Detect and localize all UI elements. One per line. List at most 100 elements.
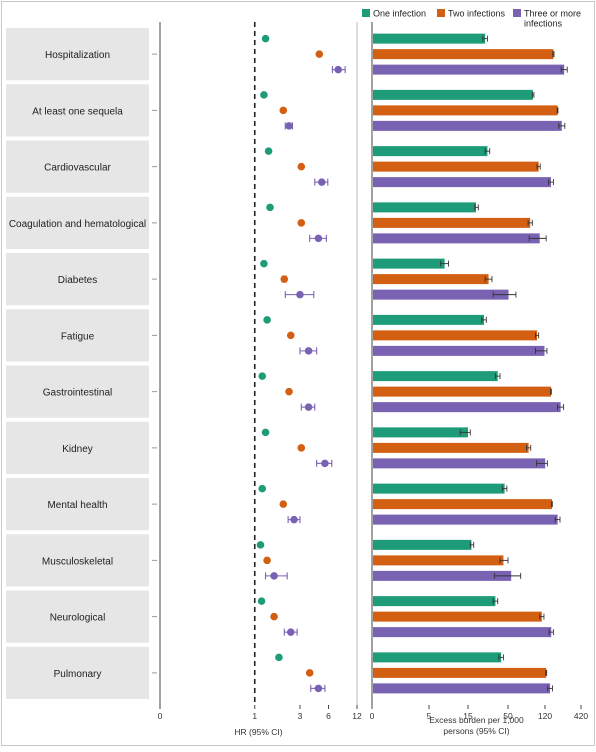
bar bbox=[373, 89, 533, 100]
bar bbox=[373, 442, 529, 453]
bar bbox=[373, 596, 496, 607]
hr-point bbox=[261, 428, 270, 437]
hr-point bbox=[297, 162, 306, 171]
hr-point bbox=[297, 444, 306, 452]
category-label: Mental health bbox=[47, 500, 107, 511]
bar bbox=[373, 371, 498, 382]
bar bbox=[373, 217, 531, 228]
excess-burden-panel: 0 5 15 50 120 420 Excess burden per 1,000 perso… bbox=[370, 33, 588, 736]
bar bbox=[373, 499, 552, 510]
hr-point bbox=[279, 500, 288, 508]
hr-point bbox=[314, 684, 323, 693]
bar bbox=[373, 539, 472, 550]
bar bbox=[373, 667, 547, 678]
bar bbox=[373, 161, 539, 172]
category-label-box bbox=[6, 478, 149, 531]
category-label-box bbox=[6, 196, 149, 249]
hr-point bbox=[304, 347, 313, 355]
bar bbox=[373, 274, 489, 285]
bar-axis-label: Excess burden per 1,000 persons (95% CI) bbox=[429, 715, 524, 736]
category-label: Gastrointestinal bbox=[43, 388, 112, 399]
hr-point bbox=[315, 50, 324, 58]
bar bbox=[373, 233, 540, 244]
bar-tick-label: 420 bbox=[574, 711, 588, 721]
hr-tick-label: 6 bbox=[326, 711, 331, 721]
bar bbox=[373, 146, 488, 157]
hr-point bbox=[334, 65, 343, 74]
hr-point bbox=[280, 275, 289, 283]
bar bbox=[373, 49, 554, 60]
hr-point bbox=[258, 372, 267, 380]
bar bbox=[373, 611, 542, 622]
category-label: At least one sequela bbox=[32, 106, 123, 117]
bar bbox=[373, 514, 558, 525]
bar bbox=[373, 652, 502, 663]
bar bbox=[373, 289, 509, 300]
category-label-box bbox=[6, 253, 149, 306]
hr-point bbox=[297, 219, 306, 227]
bar bbox=[373, 345, 545, 356]
hr-point bbox=[321, 459, 329, 468]
bar-tick-label: 15 bbox=[463, 711, 473, 721]
bar bbox=[373, 105, 558, 116]
hr-point bbox=[317, 178, 326, 186]
bar bbox=[373, 177, 551, 188]
bar bbox=[373, 483, 505, 494]
legend-label: One infection bbox=[373, 9, 426, 19]
bar bbox=[373, 202, 476, 213]
category-label-box bbox=[6, 646, 149, 699]
hr-point bbox=[296, 290, 304, 299]
hr-tick-label: 1 bbox=[252, 711, 257, 721]
bar bbox=[373, 458, 546, 469]
hr-axis-label: HR (95% CI) bbox=[234, 727, 282, 737]
category-label-box bbox=[6, 309, 149, 362]
bar bbox=[373, 330, 538, 341]
bar bbox=[373, 64, 565, 75]
hr-point bbox=[290, 515, 298, 524]
hr-point bbox=[257, 597, 266, 605]
hr-point bbox=[261, 34, 270, 43]
hr-point bbox=[263, 556, 271, 565]
hazard-ratio-panel: 0 1 3 6 12 HR (95% CI) bbox=[158, 22, 362, 737]
legend-label: Three or more infections bbox=[524, 9, 581, 29]
category-label: Hospitalization bbox=[45, 50, 110, 61]
hr-point bbox=[305, 669, 314, 677]
category-label-box bbox=[6, 421, 149, 474]
hr-point bbox=[264, 147, 273, 155]
bar bbox=[373, 555, 504, 566]
hr-point bbox=[314, 234, 323, 243]
bar bbox=[373, 386, 551, 397]
bar-tick-label: 120 bbox=[538, 711, 552, 721]
category-label: Diabetes bbox=[58, 275, 97, 286]
legend: One infection Two infections Three or more… bbox=[362, 9, 581, 29]
bar bbox=[373, 120, 562, 131]
category-label: Neurological bbox=[50, 613, 106, 624]
hr-point bbox=[286, 628, 295, 636]
hr-point bbox=[258, 484, 267, 493]
legend-swatch bbox=[362, 9, 370, 17]
bar bbox=[373, 402, 561, 413]
hr-point bbox=[285, 122, 293, 130]
category-label-box bbox=[6, 590, 149, 643]
hr-point bbox=[260, 91, 268, 99]
hr-point bbox=[270, 612, 278, 621]
category-label-box bbox=[6, 140, 149, 193]
category-label: Cardiovascular bbox=[44, 163, 111, 174]
legend-label: Two infections bbox=[448, 9, 506, 19]
category-labels: Hospitalization At least one sequela Cardi… bbox=[6, 28, 157, 699]
hr-tick-label: 12 bbox=[352, 711, 362, 721]
bar bbox=[373, 427, 468, 438]
bar bbox=[373, 627, 552, 638]
bar-tick-label: 0 bbox=[370, 711, 375, 721]
category-label-box bbox=[6, 534, 149, 587]
category-label-box bbox=[6, 365, 149, 418]
category-label-box bbox=[6, 84, 149, 137]
category-label: Pulmonary bbox=[54, 669, 102, 680]
bar bbox=[373, 33, 486, 44]
bar bbox=[373, 258, 445, 269]
category-label: Kidney bbox=[62, 444, 93, 455]
hr-tick-label: 3 bbox=[298, 711, 303, 721]
